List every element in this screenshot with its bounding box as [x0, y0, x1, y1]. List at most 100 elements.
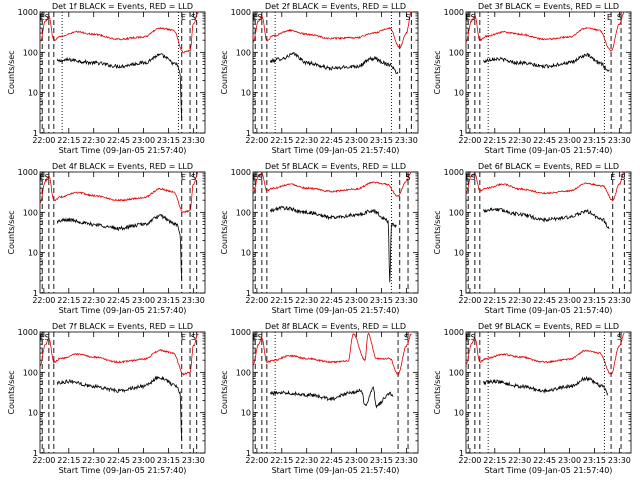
x-tick-label: 22:30	[82, 136, 105, 145]
y-axis-title: Counts/sec	[220, 210, 229, 254]
x-axis-title: Start Time (09-Jan-05 21:57:40)	[485, 146, 613, 155]
y-tick-label: 100	[236, 48, 251, 57]
x-axis-title: Start Time (09-Jan-05 21:57:40)	[59, 146, 187, 155]
x-tick-label: 23:30	[395, 136, 418, 145]
x-tick-label: 23:15	[370, 296, 393, 305]
x-tick-label: 23:30	[182, 456, 205, 465]
marker-e-label: E	[253, 173, 258, 182]
series-events-line	[482, 207, 610, 230]
y-axis-title: Counts/sec	[220, 50, 229, 94]
panel-det-7f: Det 7f BLACK = Events, RED = LLD 1 10 100 10…	[0, 320, 213, 480]
marker-s-label: S	[191, 13, 196, 22]
chart-svg: Det 6f BLACK = Events, RED = LLD 1 10 100 10…	[433, 162, 632, 315]
panel-title: Det 6f BLACK = Events, RED = LLD	[478, 162, 619, 171]
y-tick-label: 1000	[18, 168, 38, 177]
series-lld-line	[253, 332, 412, 376]
plot-frame	[39, 171, 206, 294]
chart-svg: Det 9f BLACK = Events, RED = LLD 1 10 100 10…	[433, 322, 632, 475]
marker-e-label: E	[181, 173, 186, 182]
x-tick-label: 23:30	[182, 296, 205, 305]
x-tick-label: 22:00	[32, 456, 55, 465]
y-tick-label: 1000	[231, 328, 251, 337]
x-tick-label: 22:30	[508, 456, 531, 465]
y-tick-label: 1	[33, 129, 38, 138]
x-tick-label: 23:30	[608, 136, 631, 145]
y-axis-title: Counts/sec	[220, 370, 229, 414]
x-tick-label: 22:45	[107, 456, 130, 465]
x-axis-title: Start Time (09-Jan-05 21:57:40)	[272, 306, 400, 315]
x-tick-label: 22:15	[57, 456, 80, 465]
series-lld-line	[253, 12, 412, 49]
x-tick-label: 23:00	[132, 296, 155, 305]
panel-title: Det 3f BLACK = Events, RED = LLD	[478, 2, 619, 11]
x-tick-label: 23:30	[395, 456, 418, 465]
plot-frame	[252, 331, 419, 454]
y-tick-label: 1000	[444, 328, 464, 337]
x-tick-label: 22:45	[107, 136, 130, 145]
x-tick-label: 22:15	[57, 136, 80, 145]
x-tick-label: 23:00	[345, 136, 368, 145]
marker-e-label: E	[610, 173, 615, 182]
y-tick-label: 1	[33, 449, 38, 458]
x-tick-label: 22:00	[458, 296, 481, 305]
marker-e-label: E	[466, 173, 471, 182]
x-tick-label: 23:15	[157, 296, 180, 305]
marker-e-label: E	[253, 13, 258, 22]
chart-svg: Det 1f BLACK = Events, RED = LLD 1 10 100 10…	[7, 2, 206, 155]
y-tick-label: 10	[454, 249, 464, 258]
y-tick-label: 1	[246, 449, 251, 458]
chart-svg: Det 2f BLACK = Events, RED = LLD 1 10 100 10…	[220, 2, 419, 155]
plot-frame	[39, 11, 206, 134]
marker-s-label: S	[258, 13, 263, 22]
y-tick-label: 1000	[231, 168, 251, 177]
panel-det-2f: Det 2f BLACK = Events, RED = LLD 1 10 100 10…	[213, 0, 426, 160]
x-axis-title: Start Time (09-Jan-05 21:57:40)	[485, 306, 613, 315]
y-axis-title: Counts/sec	[7, 210, 16, 254]
chart-svg: Det 8f BLACK = Events, RED = LLD 1 10 100 10…	[220, 322, 419, 475]
panel-det-8f: Det 8f BLACK = Events, RED = LLD 1 10 100 10…	[213, 320, 426, 480]
chart-svg: Det 7f BLACK = Events, RED = LLD 1 10 100 10…	[7, 322, 206, 475]
x-tick-label: 22:30	[295, 296, 318, 305]
marker-e-label: E	[181, 333, 186, 342]
marker-s-label: S	[617, 13, 622, 22]
series-lld-line	[466, 333, 625, 376]
chart-svg: Det 5f BLACK = Events, RED = LLD 1 10 100 10…	[220, 162, 419, 315]
marker-e-label: E	[40, 173, 45, 182]
series-events-line	[56, 375, 183, 441]
x-tick-label: 23:15	[157, 456, 180, 465]
series-events-line	[483, 52, 610, 72]
x-axis-title: Start Time (09-Jan-05 21:57:40)	[59, 306, 187, 315]
y-tick-label: 1000	[18, 328, 38, 337]
y-tick-label: 10	[28, 249, 38, 258]
y-tick-label: 10	[241, 249, 251, 258]
x-tick-label: 22:00	[245, 296, 268, 305]
panel-title: Det 7f BLACK = Events, RED = LLD	[52, 322, 193, 331]
y-tick-label: 1	[246, 289, 251, 298]
marker-s-label: S	[258, 333, 263, 342]
series-events-line	[269, 51, 399, 74]
series-lld-line	[253, 172, 412, 198]
series-events-line	[56, 213, 183, 281]
panel-title: Det 2f BLACK = Events, RED = LLD	[265, 2, 406, 11]
y-tick-label: 1	[459, 289, 464, 298]
panel-title: Det 8f BLACK = Events, RED = LLD	[265, 322, 406, 331]
y-tick-label: 1	[459, 449, 464, 458]
x-tick-label: 23:00	[132, 456, 155, 465]
x-tick-label: 22:45	[533, 296, 556, 305]
y-tick-label: 10	[28, 409, 38, 418]
y-tick-label: 1000	[444, 168, 464, 177]
y-tick-label: 100	[449, 368, 464, 377]
plot-frame	[465, 11, 632, 134]
x-tick-label: 23:00	[345, 456, 368, 465]
panel-det-9f: Det 9f BLACK = Events, RED = LLD 1 10 100 10…	[426, 320, 639, 480]
y-tick-label: 100	[449, 48, 464, 57]
x-tick-label: 22:45	[320, 296, 343, 305]
marker-s-label: S	[404, 333, 409, 342]
x-tick-label: 23:00	[558, 456, 581, 465]
y-tick-label: 10	[454, 89, 464, 98]
marker-e-label: E	[40, 333, 45, 342]
panel-det-3f: Det 3f BLACK = Events, RED = LLD 1 10 100 10…	[426, 0, 639, 160]
x-axis-title: Start Time (09-Jan-05 21:57:40)	[272, 466, 400, 475]
marker-s-label: S	[620, 173, 625, 182]
